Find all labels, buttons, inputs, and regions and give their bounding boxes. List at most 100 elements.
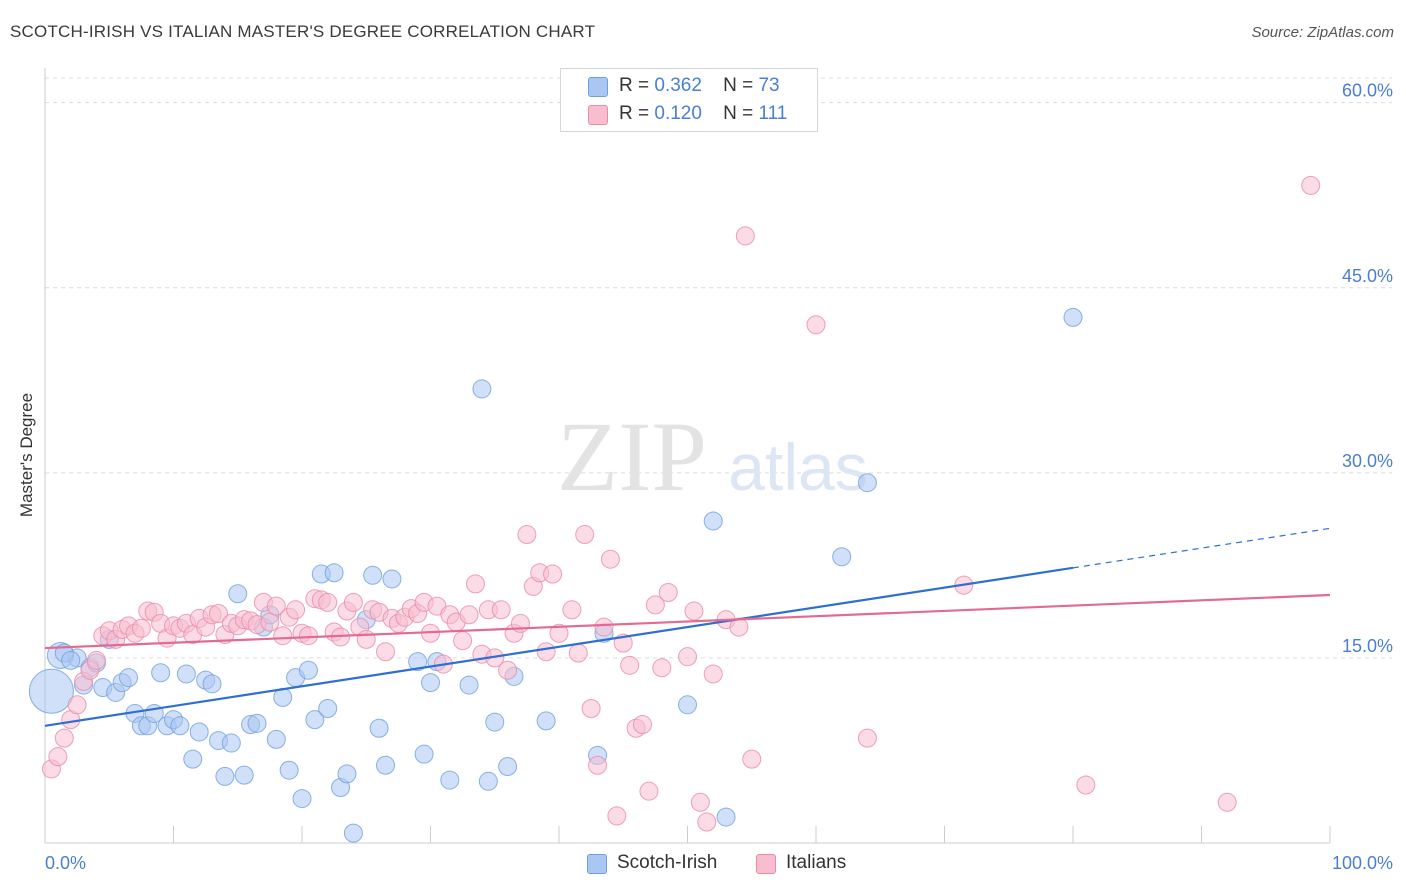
legend-n-value-italians: 111 — [758, 103, 788, 124]
data-point-scotch-irish — [305, 710, 325, 730]
data-point-scotch-irish — [119, 668, 139, 688]
data-point-italians — [48, 747, 68, 767]
chart-title: SCOTCH-IRISH VS ITALIAN MASTER'S DEGREE … — [10, 22, 596, 41]
gridlines — [45, 77, 1392, 659]
data-point-italians — [588, 755, 608, 775]
data-point-italians — [678, 647, 697, 667]
legend-r-value-italians: 0.120 — [654, 103, 702, 124]
data-point-italians — [857, 728, 877, 748]
data-point-italians — [54, 728, 74, 748]
data-point-italians — [639, 781, 659, 801]
data-point-italians — [453, 631, 473, 651]
data-point-scotch-irish — [440, 770, 460, 790]
data-point-italians — [607, 806, 627, 826]
y-axis-label: Master's Degree — [17, 392, 36, 518]
data-point-italians — [298, 626, 318, 646]
data-point-scotch-irish — [189, 722, 209, 742]
data-point-scotch-irish — [857, 473, 877, 493]
bottom-legend-swatch-scotch-irish — [587, 854, 607, 874]
data-point-italians — [67, 695, 87, 715]
data-point-scotch-irish — [279, 760, 299, 780]
data-point-scotch-irish — [472, 379, 492, 399]
legend-r-label: R = — [619, 103, 650, 124]
data-point-scotch-irish — [151, 663, 171, 683]
data-point-italians — [562, 600, 582, 620]
y-tick-label: 30.0% — [1342, 451, 1393, 471]
data-point-scotch-irish — [170, 716, 190, 736]
data-point-scotch-irish — [1063, 307, 1083, 327]
legend-n-label: N = — [723, 103, 754, 124]
data-point-scotch-irish — [421, 673, 440, 693]
watermark-zip: ZIP — [557, 401, 707, 512]
legend-n-label: N = — [723, 75, 754, 96]
data-point-scotch-irish — [337, 764, 357, 784]
bottom-legend-label-italians: Italians — [786, 852, 847, 873]
trend-line-extension-scotch-irish — [1072, 527, 1331, 569]
data-point-scotch-irish — [716, 807, 736, 827]
data-point-scotch-irish — [324, 563, 344, 583]
data-point-italians — [356, 629, 376, 649]
trend-lines — [44, 527, 1331, 727]
data-points — [28, 175, 1321, 843]
data-point-italians — [131, 618, 151, 638]
data-point-scotch-irish — [234, 765, 254, 785]
data-point-scotch-irish — [678, 695, 697, 715]
legend-swatch-italians — [588, 105, 608, 125]
data-point-italians — [498, 660, 518, 680]
data-point-italians — [600, 549, 620, 569]
data-point-scotch-irish — [215, 766, 235, 786]
y-tick-label: 15.0% — [1342, 636, 1393, 656]
data-point-italians — [568, 643, 588, 663]
data-point-italians — [1076, 775, 1096, 795]
y-tick-label: 45.0% — [1342, 266, 1393, 286]
y-tick-label: 60.0% — [1342, 81, 1393, 101]
data-point-scotch-irish — [485, 712, 505, 732]
data-point-scotch-irish — [376, 755, 396, 775]
data-point-scotch-irish — [176, 664, 196, 684]
data-point-scotch-irish — [292, 789, 312, 809]
data-point-italians — [318, 592, 338, 612]
data-point-scotch-irish — [369, 718, 389, 738]
data-point-italians — [543, 564, 563, 584]
data-point-italians — [645, 595, 665, 615]
legend-r-label: R = — [619, 75, 650, 96]
data-point-scotch-irish — [343, 823, 363, 843]
data-point-italians — [658, 583, 678, 603]
data-point-italians — [86, 650, 106, 670]
data-point-scotch-irish — [61, 650, 81, 670]
data-point-italians — [491, 600, 511, 620]
data-point-italians — [633, 715, 653, 735]
correlation-legend: R = 0.362 N = 73 R = 0.120 N = 111 — [560, 68, 818, 132]
data-point-italians — [286, 600, 306, 620]
data-point-scotch-irish — [408, 652, 428, 672]
data-point-scotch-irish — [363, 565, 383, 585]
data-point-scotch-irish — [382, 569, 402, 589]
data-point-italians — [697, 812, 717, 832]
data-point-italians — [343, 592, 363, 612]
data-point-italians — [652, 658, 672, 678]
data-point-italians — [806, 315, 826, 335]
data-point-italians — [465, 574, 485, 594]
data-point-scotch-irish — [832, 547, 852, 567]
x-tick-label: 0.0% — [45, 853, 86, 873]
data-point-italians — [703, 664, 723, 684]
axes — [44, 68, 1331, 844]
data-point-scotch-irish — [298, 660, 318, 680]
data-point-italians — [684, 601, 704, 621]
data-point-italians — [536, 642, 556, 662]
data-point-italians — [549, 623, 569, 643]
data-point-scotch-irish — [202, 674, 222, 694]
data-point-scotch-irish — [498, 757, 518, 776]
data-point-scotch-irish — [318, 699, 338, 719]
data-point-scotch-irish — [478, 771, 498, 791]
data-point-italians — [459, 605, 479, 625]
data-point-italians — [273, 626, 293, 646]
x-tick-label: 100.0% — [1332, 853, 1393, 873]
data-point-italians — [260, 612, 280, 632]
legend-r-value-scotch-irish: 0.362 — [654, 75, 702, 96]
data-point-italians — [1217, 792, 1237, 812]
data-point-scotch-irish — [266, 729, 286, 749]
data-point-italians — [1301, 175, 1321, 195]
bottom-legend-label-scotch-irish: Scotch-Irish — [617, 852, 718, 873]
